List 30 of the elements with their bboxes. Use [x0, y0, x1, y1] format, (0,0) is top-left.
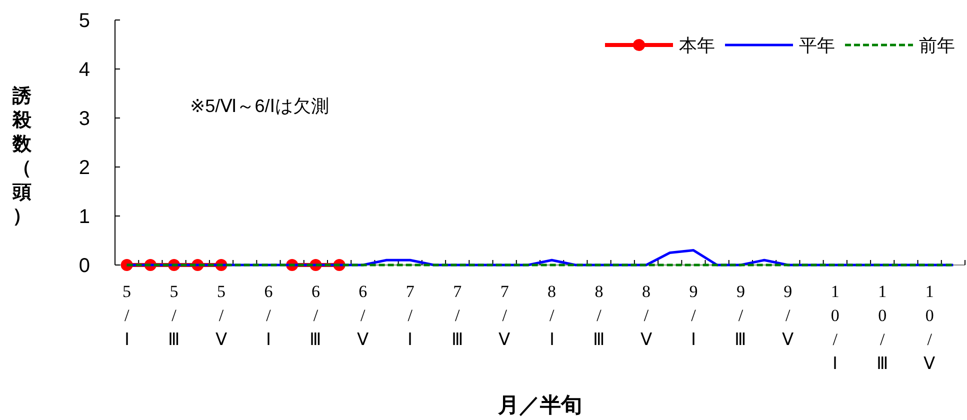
x-tick-label: 7/Ⅴ — [498, 282, 511, 349]
x-tick-label: 6/Ⅲ — [310, 282, 322, 349]
x-tick-label: 8/Ⅰ — [548, 282, 556, 349]
legend-label: 本年 — [679, 35, 715, 56]
x-tick-label: 10/Ⅰ — [830, 282, 840, 373]
y-tick-label: 0 — [78, 255, 90, 277]
x-axis-title: 月／半旬 — [497, 394, 582, 417]
x-tick-label: 9/Ⅲ — [734, 282, 747, 349]
x-tick-label: 6/Ⅴ — [356, 282, 369, 349]
x-tick-label: 9/Ⅴ — [782, 282, 794, 349]
x-tick-label: 9/Ⅰ — [689, 282, 698, 349]
y-axis-title: 誘殺数（頭） — [12, 85, 32, 227]
x-tick-label: 8/Ⅲ — [593, 282, 606, 349]
x-tick-label: 5/Ⅴ — [215, 282, 228, 349]
x-tick-label: 8/Ⅴ — [640, 282, 652, 349]
y-tick-label: 4 — [78, 59, 90, 81]
legend-label: 平年 — [799, 35, 835, 56]
x-tick-label: 10/Ⅴ — [924, 282, 936, 373]
annotation: ※5/Ⅵ～6/Ⅰは欠測 — [190, 96, 330, 116]
x-tick-label: 7/Ⅲ — [451, 282, 464, 349]
y-tick-label: 2 — [78, 157, 90, 179]
y-tick-label: 3 — [78, 108, 90, 130]
x-tick-label: 5/Ⅰ — [122, 282, 132, 349]
legend-label: 前年 — [919, 35, 955, 56]
x-tick-label: 6/Ⅰ — [264, 282, 273, 349]
x-tick-label: 5/Ⅲ — [168, 282, 180, 349]
y-tick-label: 5 — [78, 10, 90, 32]
x-tick-label: 10/Ⅲ — [876, 282, 888, 373]
x-tick-label: 7/Ⅰ — [406, 282, 415, 349]
y-tick-label: 1 — [78, 206, 90, 228]
